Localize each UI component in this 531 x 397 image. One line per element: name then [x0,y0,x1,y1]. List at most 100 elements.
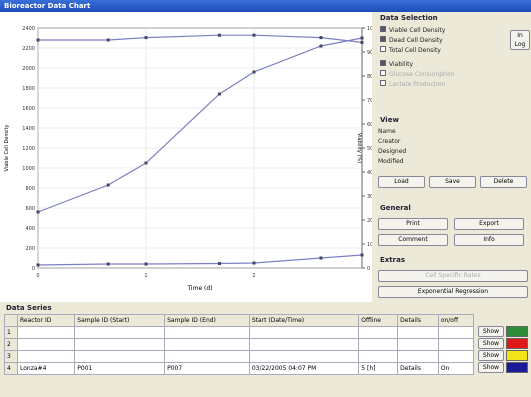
title-bar: Bioreactor Data Chart [0,0,531,12]
table-cell: Details [397,362,439,375]
table-cell [397,326,439,339]
checkbox-option[interactable]: Total Cell Density [380,46,441,54]
y-tick-label: 800 [25,186,35,192]
option-label: Viability [389,61,414,68]
button[interactable]: Comment [378,234,448,246]
checkbox [380,60,386,66]
table-cell [358,350,399,363]
y2-tick-label: 0 [367,266,370,272]
y2-tick-label: 20 [367,218,372,224]
table-cell [397,350,439,363]
table-cell: P001 [74,362,166,375]
group-title: View [380,116,399,124]
header-cell: Sample ID (Start) [74,314,166,327]
checkbox-option[interactable]: Viable Cell Density [380,26,445,34]
data-point [106,38,110,42]
show-button[interactable]: Show [478,350,504,361]
table-cell [358,326,399,339]
y-tick-label: 2000 [22,66,35,72]
show-button[interactable]: Show [478,362,504,373]
x-tick-label: 1 [144,273,147,279]
table-row: 4 Lonza#4 P001 P007 03/22/2005 04:07 PM 5 [h]… [4,362,475,375]
color-swatch [506,326,528,337]
checkbox-option[interactable]: Viability [380,60,413,68]
row-number: 2 [4,338,18,351]
table-cell [74,350,166,363]
option-label: Total Cell Density [389,47,441,54]
table-cell [397,338,439,351]
show-button[interactable]: Show [478,338,504,349]
data-point [319,256,323,260]
data-point [360,40,364,44]
button: Cell Specific Rates [378,270,528,282]
field-label: Modified [378,158,404,165]
chart: 0200400600800100012001400160018002000220… [0,12,372,302]
header-cell: Offline [358,314,399,327]
header-cell: on/off [437,314,475,327]
data-point [217,262,221,265]
button[interactable]: Print [378,218,448,230]
data-point [252,33,256,37]
data-point [360,36,364,40]
data-point [319,36,323,40]
color-swatch [506,350,528,361]
y-tick-label: 1600 [22,106,35,112]
table-cell [248,326,360,339]
data-point [252,261,256,265]
table-cell [74,326,166,339]
x-axis-label: Time (d) [186,285,212,292]
table-cell [164,350,250,363]
row-number: 3 [4,350,18,363]
button[interactable]: Load [378,176,425,188]
data-table: Reactor ID Sample ID (Start) Sample ID (En… [4,314,475,375]
y2-tick-label: 60 [367,122,372,128]
show-button[interactable]: Show [478,326,504,337]
y-tick-label: 400 [25,226,35,232]
field-label: Designed [378,148,407,155]
table-cell [164,338,250,351]
data-point [217,33,221,37]
y-tick-label: 200 [25,246,35,252]
table-row: 1 [4,326,475,339]
button[interactable]: Delete [480,176,527,188]
y2-tick-label: 30 [367,194,372,200]
table-row: 3 [4,350,475,363]
header-row: Reactor ID Sample ID (Start) Sample ID (En… [4,314,475,327]
field-label: Name [378,128,396,135]
y2-tick-label: 80 [367,74,372,80]
field-label: Creator [378,138,401,145]
button[interactable]: Export [454,218,524,230]
button[interactable]: Exponential Regression [378,286,528,298]
table-cell [248,350,360,363]
x-tick-label: 0 [36,273,39,279]
table-cell [437,326,475,339]
header-cell: Start (Date/Time) [248,314,360,327]
data-point [144,36,148,40]
group-title: Extras [380,256,405,264]
table-row: 2 [4,338,475,351]
button[interactable]: Info [454,234,524,246]
data-point [144,262,148,266]
data-point [106,183,110,187]
table-cell [74,338,166,351]
header-cell: Sample ID (End) [164,314,250,327]
y-tick-label: 1200 [22,146,35,152]
table-cell: 5 [h] [358,362,399,375]
button[interactable]: Save [429,176,476,188]
checkbox [380,70,386,76]
y2-tick-label: 50 [367,146,372,152]
button[interactable]: In Log [510,30,530,50]
table-cell: 03/22/2005 04:07 PM [248,362,360,375]
checkbox-option[interactable]: Dead Cell Density [380,36,443,44]
header-cell [4,314,18,327]
color-swatch [506,362,528,373]
y2-tick-label: 40 [367,170,372,176]
option-label: Lactate Production [389,81,446,88]
y-tick-label: 2200 [22,46,35,52]
row-number: 1 [4,326,18,339]
option-label: Viable Cell Density [389,27,446,34]
y-tick-label: 600 [25,206,35,212]
y2-tick-label: 90 [367,50,372,56]
data-point [217,92,221,96]
